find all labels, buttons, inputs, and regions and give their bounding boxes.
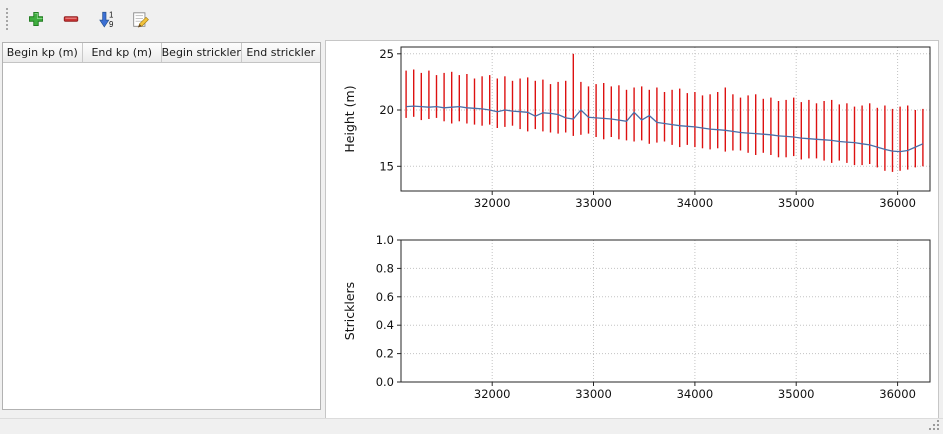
svg-text:Stricklers: Stricklers [342, 282, 357, 340]
svg-text:1.0: 1.0 [376, 233, 394, 247]
column-header-begin-strickler[interactable]: Begin strickler [162, 43, 242, 62]
stricklers-chart: 32000 33000 34000 35000 36000 0.0 0.2 0.4 0.6 0.8… [342, 233, 931, 401]
edit-button[interactable] [127, 6, 155, 33]
svg-text:33000: 33000 [575, 196, 612, 210]
toolbar-grip[interactable] [6, 8, 12, 30]
edit-pencil-icon [133, 12, 149, 28]
height-chart: 32000 33000 34000 35000 36000 15 20 25 Height (m… [342, 46, 931, 210]
svg-text:35000: 35000 [778, 196, 815, 210]
svg-text:34000: 34000 [677, 196, 714, 210]
svg-text:34000: 34000 [677, 387, 714, 401]
minus-icon [63, 16, 79, 22]
svg-text:20: 20 [379, 103, 394, 117]
sort-digit-9: 9 [109, 20, 113, 28]
svg-text:15: 15 [379, 159, 394, 173]
sort-digit-1: 1 [109, 10, 113, 19]
svg-text:0.2: 0.2 [376, 347, 394, 361]
svg-text:0.6: 0.6 [376, 290, 394, 304]
table-body[interactable] [3, 63, 320, 409]
column-header-begin-kp-m-[interactable]: Begin kp (m) [3, 43, 83, 62]
plus-icon [29, 12, 43, 26]
column-header-end-strickler[interactable]: End strickler [246, 46, 316, 59]
charts-panel: 32000 33000 34000 35000 36000 15 20 25 Height (m… [325, 40, 939, 420]
svg-text:25: 25 [379, 47, 394, 61]
svg-text:0.8: 0.8 [376, 261, 394, 275]
svg-text:32000: 32000 [474, 387, 511, 401]
svg-text:35000: 35000 [778, 387, 815, 401]
remove-button[interactable] [57, 6, 85, 33]
svg-text:33000: 33000 [575, 387, 612, 401]
sort-button[interactable]: 1 9 [92, 6, 120, 33]
add-button[interactable] [22, 6, 50, 33]
svg-text:0.0: 0.0 [376, 375, 394, 389]
svg-text:0.4: 0.4 [376, 318, 394, 332]
table-header: Begin kp (m) End kp (m) Begin strickler End… [3, 43, 320, 63]
svg-text:36000: 36000 [879, 387, 916, 401]
status-bar [0, 418, 943, 434]
resize-grip[interactable] [929, 420, 940, 431]
svg-text:Height (m): Height (m) [342, 85, 357, 152]
svg-text:32000: 32000 [474, 196, 511, 210]
svg-text:36000: 36000 [879, 196, 916, 210]
column-header-end-kp-m-[interactable]: End kp (m) [83, 43, 162, 62]
toolbar: 1 9 [0, 0, 943, 38]
sort-numeric-down-icon: 1 9 [99, 10, 113, 28]
strickler-zones-table: Begin kp (m) End kp (m) Begin strickler End… [2, 42, 321, 410]
